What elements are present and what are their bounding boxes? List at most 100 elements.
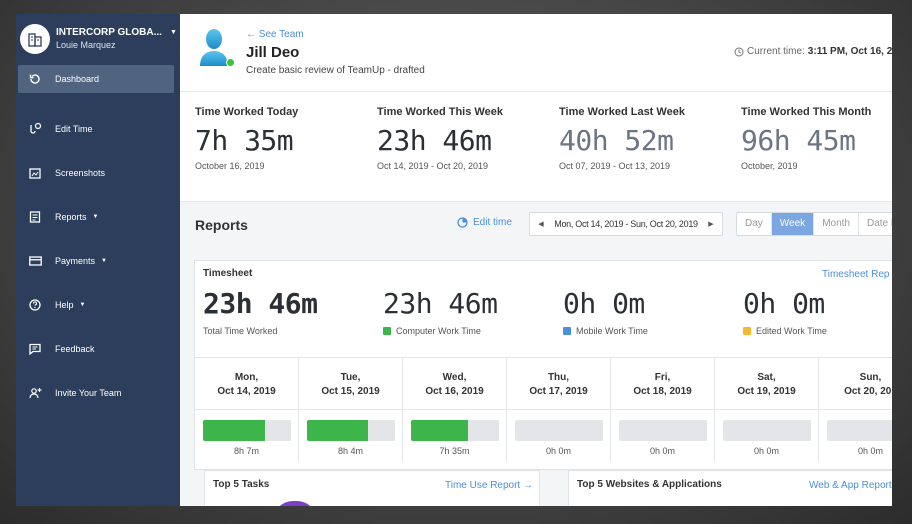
time-stats: Time Worked Today 7h 35m October 16, 201… <box>180 92 892 202</box>
total-value: 23h 46m <box>203 287 318 320</box>
stat-date: Oct 14, 2019 - Oct 20, 2019 <box>377 161 489 171</box>
building-icon <box>28 33 42 47</box>
day-column[interactable]: Fri, Oct 18, 2019 0h 0m <box>611 358 715 462</box>
day-name: Thu, <box>547 372 570 383</box>
edit-time-button[interactable]: Edit time <box>457 217 512 228</box>
sidebar-item-help[interactable]: Help ▼ <box>18 283 174 327</box>
sidebar-item-dashboard[interactable]: Dashboard <box>18 65 174 93</box>
day-progress-fill <box>411 420 469 441</box>
current-time-value: 3:11 PM, Oct 16, 2 <box>807 46 892 57</box>
screenshot-icon <box>28 166 42 180</box>
sidebar-item-label: Help <box>55 300 74 310</box>
sidebar-item-label: Edit Time <box>55 124 93 134</box>
current-time-label: Current time: <box>747 46 805 57</box>
period-day[interactable]: Day <box>737 213 772 235</box>
next-week-button[interactable]: ▶ <box>708 221 714 228</box>
stat-this-week: Time Worked This Week 23h 46m Oct 14, 20… <box>377 106 503 171</box>
caret-down-icon: ▼ <box>101 258 107 264</box>
help-icon <box>28 298 42 312</box>
web-app-report-link[interactable]: Web & App Report <box>809 480 892 491</box>
period-week[interactable]: Week <box>771 213 815 235</box>
current-task: Create basic review of TeamUp - drafted <box>246 65 425 76</box>
date-range[interactable]: Mon, Oct 14, 2019 - Sun, Oct 20, 2019 <box>554 219 698 229</box>
period-toggle: Day Week Month Date R <box>736 212 892 236</box>
stat-today: Time Worked Today 7h 35m October 16, 201… <box>195 106 298 171</box>
sidebar-item-screenshots[interactable]: Screenshots <box>18 151 174 195</box>
day-column[interactable]: Mon, Oct 14, 2019 8h 7m <box>195 358 299 462</box>
edited-work-time: 0h 0m Edited Work Time <box>743 287 827 336</box>
sidebar-item-label: Reports <box>55 212 87 222</box>
day-total: 0h 0m <box>545 446 571 456</box>
sidebar-nav: Dashboard Edit Time Screenshots Reports <box>16 65 180 415</box>
timesheet-card: Timesheet Timesheet Rep 23h 46m Total Ti… <box>194 260 892 470</box>
org-switcher[interactable]: INTERCORP GLOBA... ▼ Louie Marquez <box>16 14 180 64</box>
total-label: Computer Work Time <box>396 326 481 336</box>
legend-swatch <box>383 327 391 335</box>
total-label: Total Time Worked <box>203 326 278 336</box>
avatar <box>196 26 232 66</box>
day-date: Oct 19, 2019 <box>737 386 796 397</box>
day-total: 0h 0m <box>649 446 675 456</box>
day-column[interactable]: Thu, Oct 17, 2019 0h 0m <box>507 358 611 462</box>
day-progress-bar <box>411 420 499 441</box>
day-total: 0h 0m <box>753 446 779 456</box>
app-window: INTERCORP GLOBA... ▼ Louie Marquez Dashbo… <box>16 14 892 506</box>
top-tasks-panel: Top 5 Tasks Time Use Report → <box>204 470 540 506</box>
day-progress-bar <box>307 420 395 441</box>
day-column[interactable]: Sat, Oct 19, 2019 0h 0m <box>715 358 819 462</box>
edit-time-label: Edit time <box>473 217 512 228</box>
panel-title: Top 5 Websites & Applications <box>577 479 722 490</box>
day-name: Sat, <box>757 372 776 383</box>
user-avatar-icon <box>200 29 228 66</box>
day-progress-bar <box>723 420 811 441</box>
see-team-link[interactable]: ← See Team <box>246 29 304 40</box>
day-column[interactable]: Sun, Oct 20, 201 0h 0m <box>819 358 892 462</box>
day-progress-fill <box>203 420 265 441</box>
day-name: Sun, <box>859 372 882 383</box>
reports-title: Reports <box>195 217 248 233</box>
total-label: Edited Work Time <box>756 326 827 336</box>
total-label: Mobile Work Time <box>576 326 648 336</box>
org-name: INTERCORP GLOBA... <box>56 27 162 38</box>
day-name: Mon, <box>234 372 259 383</box>
day-progress-bar <box>827 420 892 441</box>
day-total: 7h 35m <box>439 446 470 456</box>
timesheet-report-link[interactable]: Timesheet Rep <box>822 269 890 280</box>
time-use-report-link[interactable]: Time Use Report → <box>445 480 533 491</box>
sidebar-item-reports[interactable]: Reports ▼ <box>18 195 174 239</box>
day-name: Fri, <box>654 372 671 383</box>
total-time-worked: 23h 46m Total Time Worked <box>203 287 318 336</box>
sidebar-item-payments[interactable]: Payments ▼ <box>18 239 174 283</box>
payments-icon <box>28 254 42 268</box>
prev-week-button[interactable]: ◀ <box>538 221 544 228</box>
current-time: Current time: 3:11 PM, Oct 16, 2 <box>734 46 892 57</box>
caret-down-icon: ▼ <box>92 214 99 220</box>
user-header: ← See Team Jill Deo Create basic review … <box>180 14 892 92</box>
day-date: Oct 20, 201 <box>844 386 892 397</box>
total-value: 23h 46m <box>383 287 498 320</box>
stat-label: Time Worked Today <box>195 106 299 118</box>
day-name: Tue, <box>340 372 361 383</box>
day-total: 0h 0m <box>857 446 883 456</box>
day-date: Oct 17, 2019 <box>529 386 588 397</box>
daily-breakdown: Mon, Oct 14, 2019 8h 7m Tue, Oct 15, 2019 … <box>195 357 892 462</box>
sidebar-item-invite-team[interactable]: Invite Your Team <box>18 371 174 415</box>
day-progress-fill <box>307 420 368 441</box>
dashboard-icon <box>28 72 42 86</box>
user-name: Jill Deo <box>246 44 300 61</box>
online-status-dot <box>226 58 235 67</box>
sidebar-item-label: Screenshots <box>55 168 106 178</box>
sidebar-item-edit-time[interactable]: Edit Time <box>18 107 174 151</box>
day-date: Oct 14, 2019 <box>217 386 276 397</box>
sidebar-item-feedback[interactable]: Feedback <box>18 327 174 371</box>
total-value: 0h 0m <box>563 287 645 320</box>
sidebar-item-label: Feedback <box>55 344 95 354</box>
top-websites-panel: Top 5 Websites & Applications Web & App … <box>568 470 892 506</box>
day-name: Wed, <box>442 372 467 383</box>
sidebar-item-label: Invite Your Team <box>55 388 122 398</box>
main-content: ← See Team Jill Deo Create basic review … <box>180 14 892 506</box>
day-column[interactable]: Wed, Oct 16, 2019 7h 35m <box>403 358 507 462</box>
period-date-range[interactable]: Date R <box>859 213 892 235</box>
day-column[interactable]: Tue, Oct 15, 2019 8h 4m <box>299 358 403 462</box>
period-month[interactable]: Month <box>814 213 859 235</box>
